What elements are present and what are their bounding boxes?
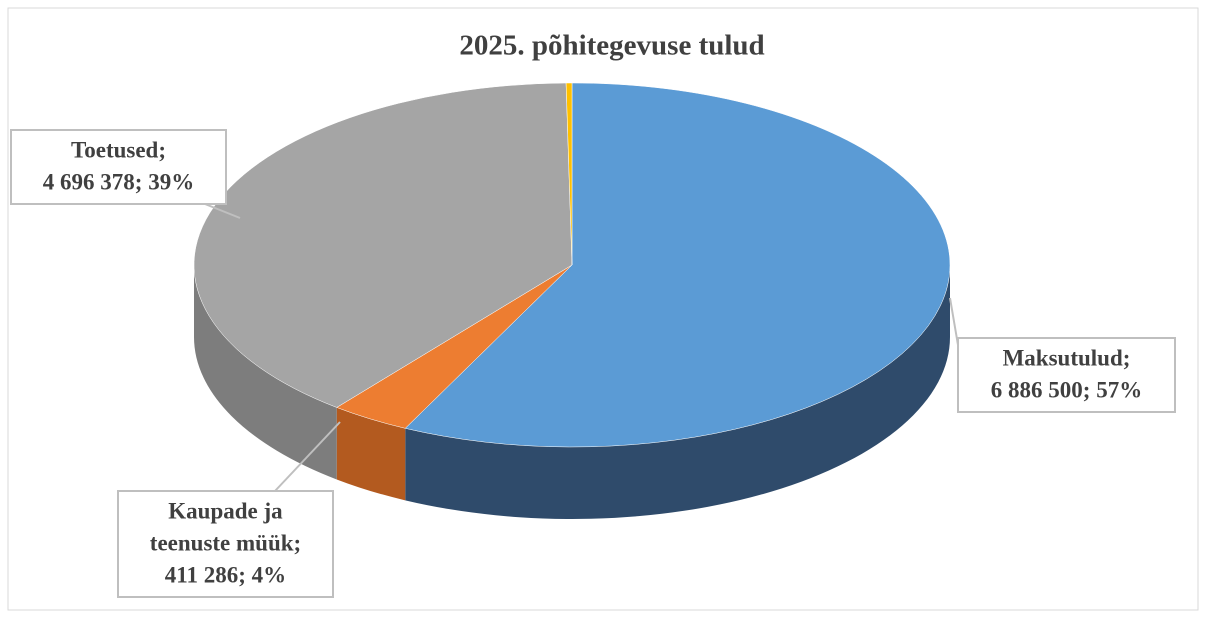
data-label: Kaupade ja xyxy=(168,498,283,523)
label-box xyxy=(10,129,227,205)
label-box xyxy=(957,337,1176,413)
data-label: 4 696 378; 39% xyxy=(43,169,194,194)
data-label: 411 286; 4% xyxy=(165,562,286,587)
slice xyxy=(193,82,573,408)
leader-line xyxy=(949,297,959,346)
data-label: Toetused; xyxy=(71,137,166,162)
data-label: Maksutulud; xyxy=(1003,345,1131,370)
slice-side xyxy=(405,265,950,520)
leader-line xyxy=(204,203,241,219)
chart-title: 2025. põhitegevuse tulud xyxy=(459,30,764,62)
slice-side xyxy=(194,265,337,480)
data-label: teenuste müük; xyxy=(150,530,301,555)
leader-line xyxy=(274,421,341,492)
slice xyxy=(565,82,573,266)
data-label: 6 886 500; 57% xyxy=(991,377,1142,402)
slice xyxy=(404,82,951,448)
label-box xyxy=(117,490,334,598)
slice-side xyxy=(336,407,406,501)
